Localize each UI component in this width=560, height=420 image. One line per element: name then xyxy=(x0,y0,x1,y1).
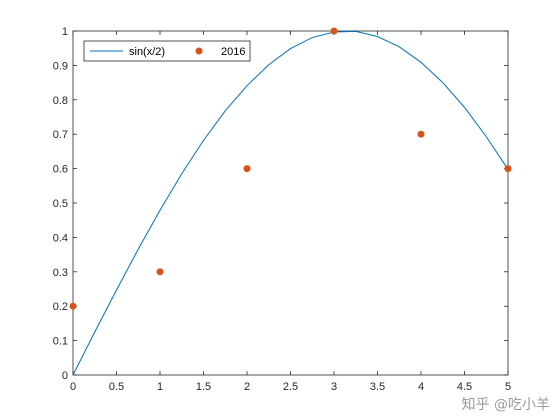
y-tick-label: 0.7 xyxy=(53,129,68,141)
watermark: 知乎 @吃小羊 xyxy=(461,397,550,413)
scatter-point xyxy=(417,130,425,138)
x-tick-label: 2.5 xyxy=(283,381,298,393)
series-line-sin xyxy=(72,30,509,376)
y-axis: 0 0.1 0.2 0.3 0.4 0.5 0.6 0.7 0.8 0.9 1 xyxy=(53,26,508,382)
legend: sin(x/2) 2016 xyxy=(83,40,251,62)
y-tick-label: 0.5 xyxy=(53,198,68,210)
x-axis: 0 0.5 1 1.5 2 2.5 3 3.5 4 4.5 5 xyxy=(70,31,511,393)
x-tick-label: 1 xyxy=(157,381,163,393)
y-tick-label: 0.2 xyxy=(53,301,68,313)
x-tick-label: 3.5 xyxy=(370,381,385,393)
legend-marker-swatch xyxy=(195,47,203,55)
y-tick-label: 0.9 xyxy=(53,60,68,72)
x-tick-label: 2 xyxy=(244,381,250,393)
plot-area xyxy=(72,30,509,376)
plot-frame xyxy=(72,30,509,376)
scatter-point xyxy=(504,165,512,173)
y-tick-label: 0 xyxy=(62,370,68,382)
series-layer xyxy=(69,27,512,376)
legend-label-sin: sin(x/2) xyxy=(129,46,165,58)
scatter-point xyxy=(69,302,77,310)
x-tick-label: 1.5 xyxy=(196,381,211,393)
y-tick-label: 0.6 xyxy=(53,164,68,176)
x-tick-label: 0.5 xyxy=(109,381,124,393)
x-tick-label: 5 xyxy=(505,381,511,393)
y-tick-label: 0.8 xyxy=(53,95,68,107)
x-tick-label: 4 xyxy=(418,381,424,393)
x-tick-label: 4.5 xyxy=(457,381,472,393)
scatter-point xyxy=(243,165,251,173)
y-tick-label: 0.1 xyxy=(53,336,68,348)
legend-box xyxy=(83,40,251,62)
scatter-point xyxy=(156,268,164,276)
x-tick-label: 0 xyxy=(70,381,76,393)
x-tick-label: 3 xyxy=(331,381,337,393)
scatter-point xyxy=(330,27,338,35)
y-tick-label: 0.4 xyxy=(53,232,68,244)
y-tick-label: 0.3 xyxy=(53,267,68,279)
legend-label-2016: 2016 xyxy=(221,46,245,58)
y-tick-label: 1 xyxy=(62,26,68,38)
